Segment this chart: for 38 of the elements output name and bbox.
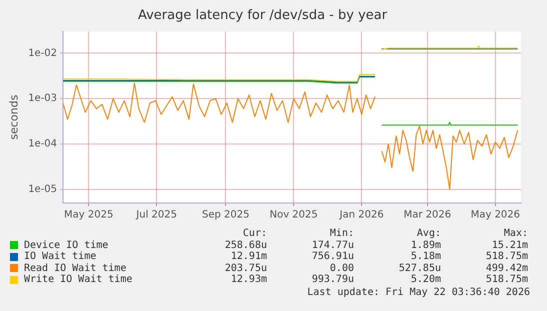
x-tick-label: Mar 2026 <box>404 210 452 221</box>
y-axis-title: seconds <box>7 94 20 140</box>
y-tick-label: 1e-04 <box>28 138 58 150</box>
legend-label: Read IO Wait time <box>24 262 126 274</box>
text: Cur: <box>242 228 267 240</box>
y-tick-label: 1e-03 <box>28 93 58 104</box>
x-tick-label: Sep 2025 <box>202 210 250 221</box>
text: 258.68u <box>224 240 267 251</box>
x-tick-label: Jul 2025 <box>135 210 177 221</box>
legend-label: Device IO time <box>24 240 108 251</box>
text: 1.89m <box>410 240 441 251</box>
x-tick-label: May 2026 <box>470 210 520 221</box>
text: 15.21m <box>490 240 528 251</box>
y-tick-label: 1e-02 <box>28 48 58 59</box>
text: Avg: <box>416 228 441 240</box>
text: 527.85u <box>398 262 441 274</box>
text: 0.00 <box>328 262 354 274</box>
text: 203.75u <box>224 262 267 274</box>
text: 518.75m <box>484 251 528 262</box>
x-tick-label: Jan 2026 <box>338 210 384 221</box>
text: 756.91u <box>310 251 354 262</box>
text: 12.91m <box>230 251 267 262</box>
text: Max: <box>502 228 528 240</box>
x-tick-label: May 2025 <box>64 210 114 221</box>
legend-label: Write IO Wait time <box>24 274 132 286</box>
x-tick-label: Nov 2025 <box>270 210 318 221</box>
text: 499.42m <box>484 262 528 274</box>
chart-title: Average latency for /dev/sda - by year <box>138 8 388 24</box>
y-tick-label: 1e-05 <box>28 184 58 195</box>
text: 174.77u <box>310 240 354 251</box>
text: Min: <box>328 228 354 240</box>
text: Last update: Fri May 22 03:36:40 2026 <box>306 286 530 298</box>
text: 5.20m <box>410 274 441 286</box>
legend-label: IO Wait time <box>24 251 96 262</box>
text: 12.93m <box>230 274 267 286</box>
text: 5.18m <box>410 251 441 262</box>
text: 518.75m <box>484 274 528 286</box>
text: 993.79u <box>310 274 354 286</box>
